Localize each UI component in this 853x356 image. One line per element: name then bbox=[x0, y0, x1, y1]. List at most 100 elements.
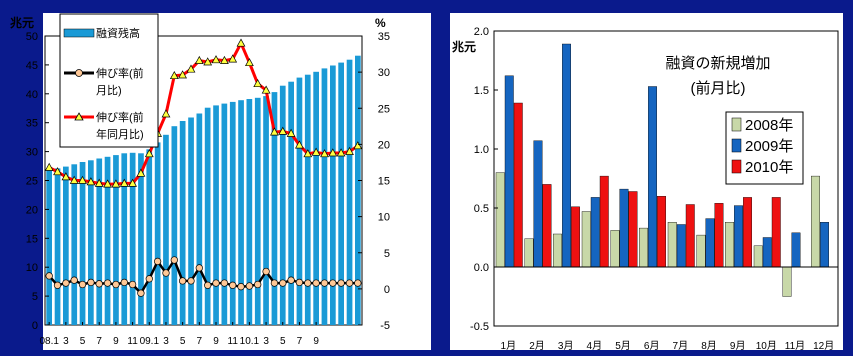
yoy-point bbox=[169, 70, 179, 80]
left-y-tick-label: 10 bbox=[26, 262, 38, 274]
mom-point bbox=[245, 282, 254, 290]
yoy-point bbox=[178, 70, 187, 79]
balance-bar bbox=[88, 160, 94, 325]
right-chart-x-tick-label: 5月 bbox=[615, 340, 631, 352]
new-loan-bar bbox=[590, 197, 600, 268]
mom-point bbox=[237, 283, 245, 291]
yoy-point bbox=[303, 149, 313, 158]
right-legend-label: 2009年 bbox=[745, 138, 793, 155]
right-chart-x-tick-label: 10月 bbox=[756, 340, 777, 352]
legend-label-yoy: 伸び率(前年同月比) bbox=[96, 110, 144, 141]
yoy-point bbox=[111, 179, 121, 188]
right-chart-y-tick-label: 0.0 bbox=[474, 262, 489, 274]
new-loan-bar bbox=[562, 43, 571, 268]
new-loan-bar bbox=[524, 238, 534, 268]
new-loan-bar bbox=[619, 188, 629, 268]
new-loan-bar bbox=[504, 75, 514, 268]
left-x-tick-label: 3 bbox=[63, 336, 69, 347]
new-loan-bar bbox=[599, 175, 609, 268]
right-bar-series bbox=[494, 43, 838, 297]
mom-point bbox=[137, 289, 145, 297]
yoy-point bbox=[161, 109, 171, 118]
balance-bar bbox=[313, 71, 319, 325]
yoy-point bbox=[61, 172, 71, 181]
left-y-tick-label: 5 bbox=[32, 291, 38, 303]
right-chart-subtitle: (前月比) bbox=[691, 80, 746, 97]
left-x-tick-label: 7 bbox=[197, 336, 203, 347]
balance-bar bbox=[229, 101, 236, 326]
mom-point bbox=[78, 280, 87, 289]
mom-point bbox=[195, 264, 203, 272]
mom-point bbox=[162, 269, 170, 277]
right-legend: 2008年 2009年 2010年 bbox=[725, 111, 804, 185]
right-y-tick-label: 35 bbox=[378, 31, 390, 43]
mom-point bbox=[187, 277, 195, 285]
new-loan-bar bbox=[771, 197, 781, 268]
right-chart-x-tick-label: 11月 bbox=[785, 340, 805, 352]
mom-point bbox=[153, 257, 162, 266]
mom-point bbox=[354, 279, 362, 287]
yoy-point bbox=[128, 178, 137, 187]
yoy-point bbox=[44, 162, 54, 171]
new-loan-bar bbox=[705, 218, 715, 268]
new-loan-bar bbox=[791, 232, 801, 268]
new-loan-bar bbox=[753, 245, 763, 268]
left-x-tick-label: 3 bbox=[263, 336, 269, 347]
balance-bar bbox=[238, 100, 244, 325]
left-x-axis: 08.1 3 5 7 9 11 09.1 3 5 7 9 11 10.1 3 5 7 9 bbox=[39, 322, 319, 347]
new-loan-bar bbox=[639, 227, 648, 268]
mom-point bbox=[120, 278, 128, 287]
yoy-point bbox=[278, 126, 288, 135]
mom-point bbox=[87, 278, 95, 287]
new-loan-bar bbox=[542, 184, 552, 268]
mom-point bbox=[320, 279, 329, 287]
left-x-tick-label: 5 bbox=[280, 336, 286, 347]
right-y-tick-label: 25 bbox=[378, 103, 390, 115]
balance-bar bbox=[79, 162, 86, 325]
mom-point bbox=[295, 278, 304, 287]
yoy-point bbox=[136, 168, 146, 177]
mom-point bbox=[229, 281, 237, 289]
balance-bar bbox=[46, 170, 52, 325]
mom-point bbox=[128, 280, 137, 289]
yoy-point bbox=[270, 127, 279, 136]
left-bar-series bbox=[46, 55, 361, 326]
yoy-point bbox=[328, 148, 338, 157]
yoy-point bbox=[211, 55, 221, 64]
balance-bar bbox=[346, 59, 353, 325]
mom-point bbox=[270, 279, 279, 287]
balance-bar bbox=[221, 103, 228, 325]
right-y-tick-label: 5 bbox=[384, 248, 390, 260]
yoy-point bbox=[186, 64, 196, 73]
balance-bar bbox=[121, 153, 128, 325]
mom-point bbox=[103, 279, 112, 287]
right-chart-y-tick-label: 2.0 bbox=[474, 26, 489, 38]
mom-point bbox=[53, 281, 62, 289]
right-legend-swatch bbox=[731, 159, 742, 174]
right-y-axis: -5 0 5 10 15 20 25 30 35 bbox=[358, 31, 390, 332]
left-x-tick-label: 7 bbox=[96, 336, 102, 347]
mom-point bbox=[178, 277, 187, 285]
mom-point bbox=[62, 279, 70, 287]
right-chart-x-tick-label: 12月 bbox=[813, 340, 834, 352]
mom-point bbox=[279, 279, 287, 287]
new-loan-bar bbox=[685, 204, 695, 268]
right-chart-y-tick-label: -0.5 bbox=[470, 321, 489, 333]
new-loan-bar bbox=[513, 102, 523, 268]
mom-point bbox=[329, 279, 337, 287]
right-y-tick-label: 15 bbox=[378, 176, 390, 188]
mom-point bbox=[95, 280, 103, 288]
legend-label-balance: 融資残高 bbox=[96, 26, 140, 40]
mom-point bbox=[304, 279, 312, 287]
balance-bar bbox=[179, 121, 186, 325]
left-x-tick-label: 5 bbox=[80, 336, 86, 347]
mom-point bbox=[220, 279, 229, 287]
right-chart-x-tick-label: 7月 bbox=[673, 340, 689, 352]
new-loan-bar bbox=[495, 172, 505, 268]
left-x-tick-label: 9 bbox=[213, 336, 219, 347]
left-y-tick-label: 50 bbox=[26, 31, 38, 43]
mom-point bbox=[262, 267, 270, 276]
balance-bar bbox=[204, 107, 211, 325]
balance-bar bbox=[355, 55, 361, 325]
mom-point bbox=[254, 280, 262, 289]
